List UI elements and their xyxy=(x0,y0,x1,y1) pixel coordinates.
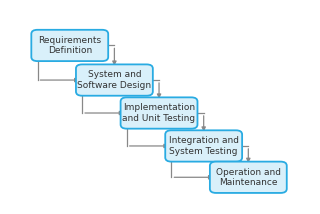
FancyBboxPatch shape xyxy=(31,30,108,61)
Text: System and
Software Design: System and Software Design xyxy=(77,70,151,90)
FancyBboxPatch shape xyxy=(76,64,153,96)
Text: Integration and
System Testing: Integration and System Testing xyxy=(169,136,239,156)
Text: Implementation
and Unit Testing: Implementation and Unit Testing xyxy=(123,103,196,123)
Text: Operation and
Maintenance: Operation and Maintenance xyxy=(216,168,281,187)
FancyBboxPatch shape xyxy=(165,130,242,162)
Text: Requirements
Definition: Requirements Definition xyxy=(38,36,101,55)
FancyBboxPatch shape xyxy=(121,97,197,129)
FancyBboxPatch shape xyxy=(210,162,287,193)
